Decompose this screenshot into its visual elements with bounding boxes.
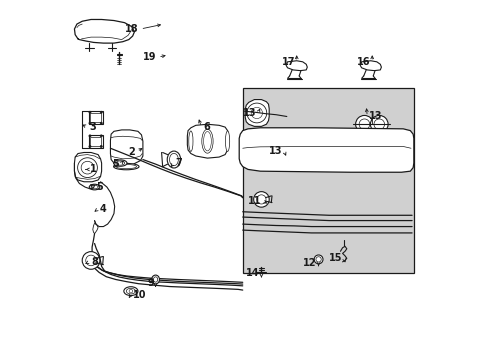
Circle shape [358, 119, 369, 130]
Circle shape [370, 116, 387, 133]
Text: 3: 3 [89, 122, 96, 132]
Polygon shape [74, 153, 102, 182]
Text: 17: 17 [281, 57, 294, 67]
Text: 1: 1 [90, 165, 97, 174]
Text: 7: 7 [175, 158, 182, 168]
Polygon shape [244, 100, 269, 126]
Circle shape [85, 255, 96, 266]
Polygon shape [88, 111, 102, 124]
Text: 5: 5 [112, 159, 118, 169]
Circle shape [355, 116, 372, 133]
Circle shape [100, 135, 102, 137]
Bar [242, 88, 413, 274]
Circle shape [82, 252, 100, 269]
Circle shape [275, 140, 294, 160]
Circle shape [100, 145, 102, 148]
Ellipse shape [91, 185, 98, 189]
Text: 19: 19 [142, 52, 156, 62]
Ellipse shape [225, 131, 229, 152]
Polygon shape [187, 124, 228, 158]
Circle shape [278, 144, 291, 156]
Circle shape [373, 119, 384, 130]
Ellipse shape [188, 131, 193, 152]
Text: 13: 13 [368, 112, 382, 121]
Text: 16: 16 [356, 57, 370, 67]
Ellipse shape [203, 131, 211, 151]
Text: 9: 9 [147, 278, 154, 288]
Text: 13: 13 [242, 108, 256, 118]
Text: 18: 18 [125, 24, 139, 34]
Ellipse shape [89, 184, 100, 190]
Ellipse shape [116, 161, 124, 165]
Circle shape [89, 122, 91, 124]
Circle shape [78, 158, 97, 177]
Polygon shape [360, 61, 381, 71]
Ellipse shape [126, 288, 135, 294]
Circle shape [89, 111, 91, 113]
Ellipse shape [202, 129, 213, 153]
Ellipse shape [129, 289, 132, 293]
Circle shape [100, 111, 102, 113]
Circle shape [100, 122, 102, 124]
Ellipse shape [153, 277, 158, 282]
Ellipse shape [113, 160, 127, 166]
Text: 11: 11 [247, 196, 261, 206]
Ellipse shape [116, 165, 136, 169]
Circle shape [246, 103, 266, 123]
Circle shape [256, 195, 265, 204]
Text: 2: 2 [128, 147, 135, 157]
Circle shape [81, 161, 94, 174]
Polygon shape [90, 113, 101, 122]
Text: 8: 8 [91, 257, 98, 267]
Ellipse shape [169, 153, 178, 166]
Polygon shape [110, 130, 142, 165]
Text: 12: 12 [303, 258, 316, 268]
Circle shape [251, 107, 262, 118]
Text: 4: 4 [100, 204, 106, 214]
Ellipse shape [123, 287, 138, 296]
Text: 14: 14 [245, 269, 259, 279]
Polygon shape [90, 136, 101, 146]
Polygon shape [239, 128, 413, 172]
Ellipse shape [313, 255, 323, 264]
Polygon shape [88, 135, 102, 148]
Ellipse shape [315, 257, 321, 262]
Circle shape [253, 192, 269, 207]
Text: 6: 6 [203, 122, 209, 132]
Text: 13: 13 [268, 146, 282, 156]
Ellipse shape [167, 151, 180, 168]
Text: 5: 5 [96, 182, 103, 192]
Ellipse shape [113, 163, 139, 170]
Text: 10: 10 [132, 290, 146, 300]
Text: 15: 15 [328, 253, 342, 263]
Polygon shape [285, 61, 306, 71]
Ellipse shape [151, 275, 159, 284]
Circle shape [89, 135, 91, 137]
Circle shape [89, 145, 91, 148]
